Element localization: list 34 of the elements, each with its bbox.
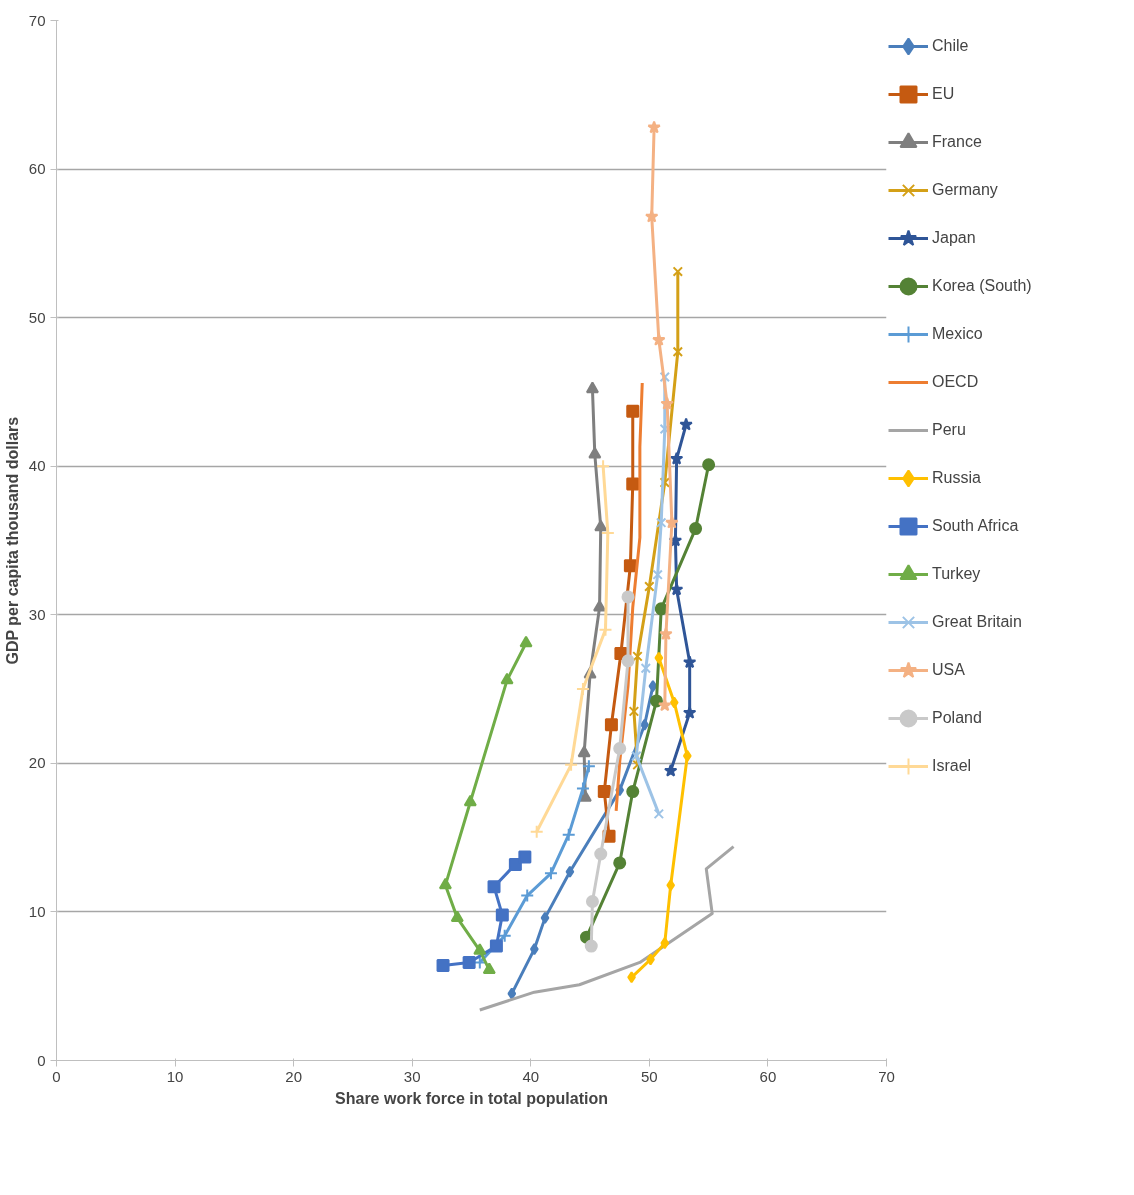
- legend-label: Mexico: [932, 324, 983, 344]
- y-axis-title: GDP per capita thousand dollars: [3, 416, 21, 665]
- legend-label: France: [932, 132, 982, 152]
- legend-label: Great Britain: [932, 612, 1022, 632]
- legend-label: USA: [932, 660, 965, 680]
- y-tick-label: 70: [28, 11, 46, 29]
- legend-label: Chile: [932, 36, 969, 56]
- legend-label: Poland: [932, 708, 982, 728]
- y-tick-label: 20: [28, 754, 46, 772]
- y-tick-label: 10: [28, 902, 46, 920]
- legend-label: Turkey: [932, 564, 981, 584]
- legend-label: Israel: [932, 756, 972, 776]
- y-tick-label: 30: [28, 605, 46, 623]
- legend-label: OECD: [932, 372, 979, 392]
- y-tick-label: 0: [37, 1051, 46, 1069]
- x-tick-label: 0: [52, 1067, 61, 1085]
- x-tick-label: 40: [522, 1067, 540, 1085]
- x-tick-label: 60: [759, 1067, 777, 1085]
- x-tick-label: 70: [878, 1067, 895, 1085]
- x-tick-label: 50: [641, 1067, 658, 1085]
- legend-label: Russia: [932, 468, 981, 488]
- x-tick-label: 30: [403, 1067, 421, 1085]
- legend-label: South Africa: [932, 516, 1019, 536]
- x-axis-title: Share work force in total population: [335, 1089, 608, 1107]
- legend-label: EU: [932, 84, 955, 104]
- y-tick-label: 50: [28, 308, 46, 326]
- legend-label: Korea (South): [932, 276, 1032, 296]
- legend-label: Peru: [932, 420, 966, 440]
- legend-label: Germany: [932, 180, 998, 200]
- y-tick-label: 40: [28, 457, 46, 475]
- legend-label: Japan: [932, 228, 976, 248]
- x-tick-label: 20: [285, 1067, 302, 1085]
- x-tick-label: 10: [166, 1067, 184, 1085]
- y-tick-label: 60: [28, 160, 46, 178]
